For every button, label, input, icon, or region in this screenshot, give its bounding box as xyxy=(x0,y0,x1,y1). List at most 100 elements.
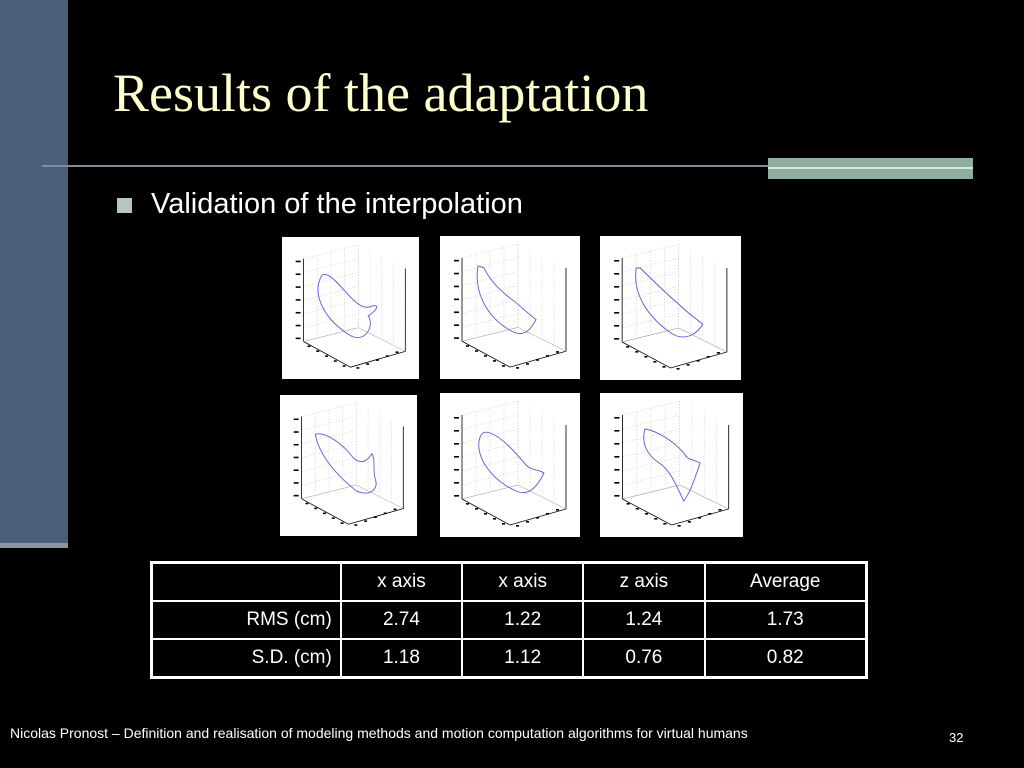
plot-3d-4 xyxy=(280,395,417,536)
grid-line xyxy=(301,443,357,458)
tick-mark xyxy=(454,324,459,326)
tick-mark xyxy=(295,260,301,263)
bullet-text: Validation of the interpolation xyxy=(151,188,523,220)
tick-mark xyxy=(635,508,639,510)
grid-line xyxy=(301,471,357,486)
tick-mark xyxy=(454,430,459,432)
tick-mark xyxy=(614,495,620,497)
tick-mark xyxy=(342,365,346,367)
plot-axes xyxy=(461,415,567,526)
tick-mark xyxy=(556,351,559,353)
title-rule-accent-line xyxy=(768,167,973,169)
tick-mark xyxy=(502,523,505,525)
table-cell: 2.74 xyxy=(339,600,464,640)
tick-mark xyxy=(696,360,700,362)
grid-line xyxy=(622,470,680,486)
tick-mark xyxy=(516,525,519,527)
tick-mark xyxy=(484,513,487,515)
plot-axes xyxy=(461,257,567,368)
plot-3d-3 xyxy=(600,236,741,380)
tick-mark xyxy=(366,363,370,365)
tick-mark xyxy=(614,286,620,288)
tick-mark xyxy=(614,299,620,301)
grid-line xyxy=(301,457,357,472)
tick-mark xyxy=(614,260,620,262)
tick-mark xyxy=(536,359,539,361)
tick-mark xyxy=(526,363,529,365)
tick-mark xyxy=(677,525,681,527)
tick-mark xyxy=(516,367,519,369)
plot-axis-back xyxy=(622,327,679,343)
tick-mark xyxy=(687,521,691,523)
table-header-cell: x axis xyxy=(461,561,585,602)
tick-mark xyxy=(293,431,299,433)
grid-line xyxy=(461,414,519,430)
tick-mark xyxy=(614,469,620,471)
tick-mark xyxy=(614,456,620,458)
results-table: x axis x axis z axis Average RMS (cm) 2.… xyxy=(150,561,868,679)
tick-mark xyxy=(626,346,630,348)
bullet-square-icon xyxy=(117,198,132,213)
table-header-cell: x axis xyxy=(339,561,464,602)
plot-axis-back xyxy=(303,327,359,342)
tick-mark xyxy=(546,355,549,357)
tick-mark xyxy=(293,418,299,421)
slide-footer: Nicolas Pronost – Definition and realisa… xyxy=(10,725,748,741)
tick-mark xyxy=(614,443,620,445)
tick-mark xyxy=(526,521,529,523)
grid-line xyxy=(461,428,519,444)
tick-mark xyxy=(340,522,344,524)
tick-mark xyxy=(454,495,459,497)
slide-title: Results of the adaptation xyxy=(113,63,649,123)
table-cell: 1.22 xyxy=(461,600,585,640)
tick-mark xyxy=(454,298,459,301)
tick-mark xyxy=(373,516,377,518)
plot-axis-back xyxy=(678,327,728,353)
table-cell: 0.82 xyxy=(703,638,868,679)
tick-mark xyxy=(454,272,459,275)
tick-mark xyxy=(676,368,680,370)
plot-axes xyxy=(301,416,404,525)
tick-mark xyxy=(293,494,299,497)
trajectory-curve xyxy=(317,274,378,338)
side-decoration-bar xyxy=(0,0,68,546)
page-number: 32 xyxy=(949,730,964,745)
trajectory-curve xyxy=(476,265,537,334)
tick-mark xyxy=(325,355,328,357)
tick-mark xyxy=(454,443,459,445)
tick-mark xyxy=(686,364,690,366)
tick-mark xyxy=(364,520,368,522)
tick-mark xyxy=(354,524,358,526)
grid-line xyxy=(461,299,519,314)
grid-line xyxy=(622,456,680,472)
tick-mark xyxy=(454,337,459,339)
plot-3d-1 xyxy=(282,237,419,379)
grid-line xyxy=(461,271,519,286)
tick-mark xyxy=(614,325,620,327)
tick-mark xyxy=(295,311,301,314)
plot-axis-back xyxy=(517,327,567,352)
table-cell: 0.76 xyxy=(582,638,706,679)
tick-mark xyxy=(653,361,657,363)
grid-line xyxy=(301,430,357,445)
tick-mark xyxy=(663,523,667,525)
tick-mark xyxy=(385,355,389,357)
tick-mark xyxy=(662,366,666,368)
tick-mark xyxy=(295,337,301,340)
tick-mark xyxy=(614,338,620,340)
trajectory-curve xyxy=(643,428,701,502)
tick-mark xyxy=(454,456,459,458)
grid-line xyxy=(303,258,359,273)
grid-line xyxy=(303,244,359,259)
tick-mark xyxy=(635,351,639,353)
table-cell: 1.12 xyxy=(461,638,585,679)
grid-line xyxy=(622,257,679,273)
tick-mark xyxy=(333,360,337,362)
tick-mark xyxy=(395,351,399,353)
tick-mark xyxy=(293,469,299,471)
tick-mark xyxy=(484,355,487,357)
grid-line xyxy=(622,400,680,416)
grid-line xyxy=(303,313,359,328)
tick-mark xyxy=(546,513,549,515)
grid-line xyxy=(622,299,679,315)
